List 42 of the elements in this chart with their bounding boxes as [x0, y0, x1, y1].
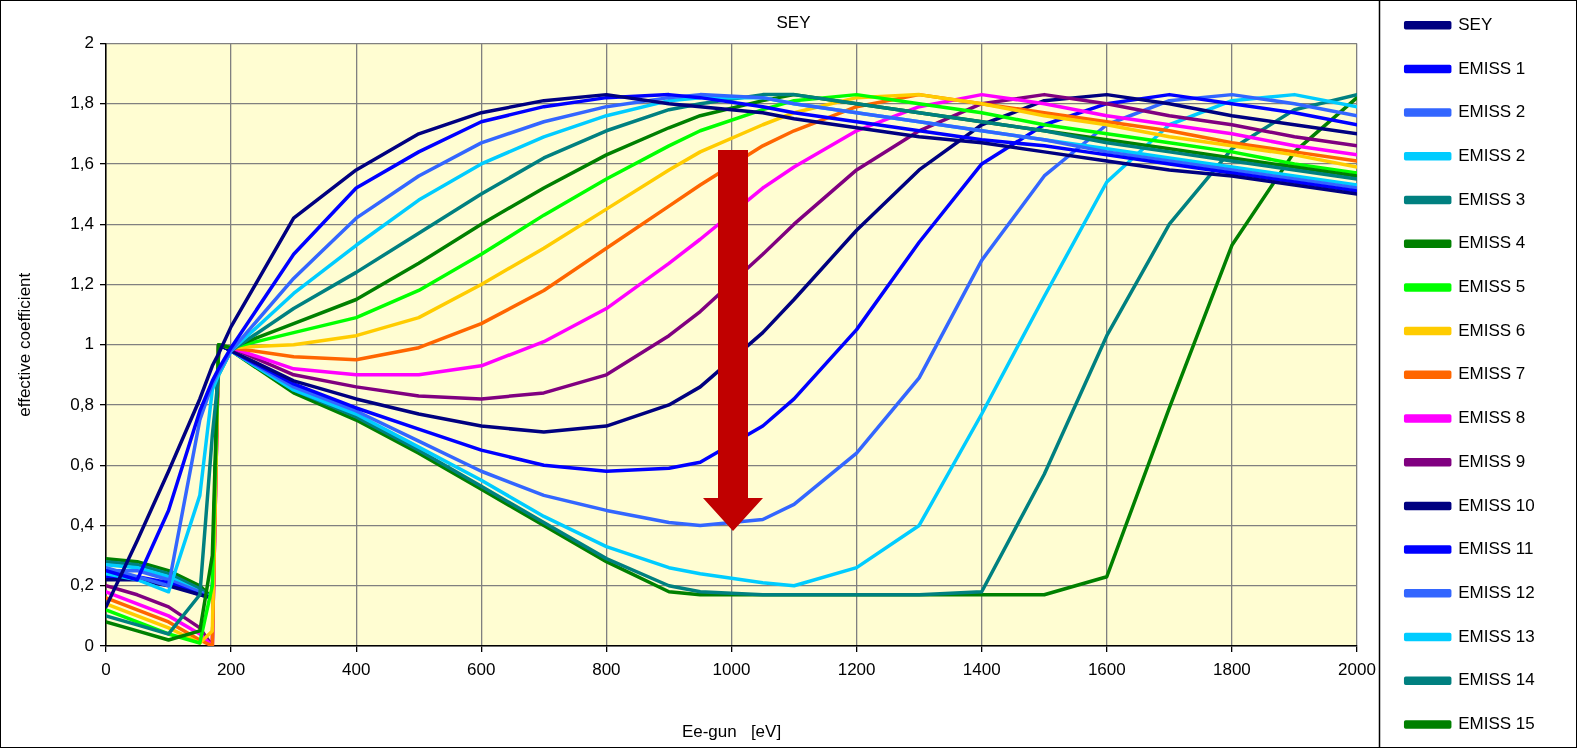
legend-label: EMISS 9 — [1458, 451, 1526, 471]
y-tick-label: 0,2 — [70, 575, 94, 595]
x-tick-label: 400 — [342, 659, 371, 679]
legend-label: EMISS 3 — [1458, 189, 1526, 209]
x-axis-title: Ee-gun [eV] — [681, 722, 782, 742]
y-tick-label: 2 — [84, 33, 94, 53]
x-tick-label: 1800 — [1212, 659, 1251, 679]
x-tick-label: 800 — [592, 659, 621, 679]
x-tick-label: 600 — [467, 659, 496, 679]
legend-label: EMISS 11 — [1458, 539, 1534, 559]
x-tick-label: 0 — [101, 659, 111, 679]
legend-label: SEY — [1458, 14, 1493, 34]
y-tick-label: 1 — [84, 334, 94, 354]
x-tick-label: 1200 — [837, 659, 876, 679]
x-tick-label: 1000 — [712, 659, 751, 679]
y-tick-label: 0,4 — [70, 515, 94, 535]
y-tick-label: 0 — [84, 635, 94, 655]
legend-label: EMISS 5 — [1458, 277, 1526, 297]
x-tick-label: 200 — [216, 659, 246, 679]
y-axis-title: effective coefficient — [14, 272, 34, 417]
y-tick-label: 1,4 — [70, 213, 94, 233]
legend-label: EMISS 2 — [1458, 102, 1526, 122]
legend-label: EMISS 8 — [1458, 408, 1526, 428]
y-tick-label: 1,6 — [70, 153, 94, 173]
y-tick-label: 1,8 — [70, 93, 94, 113]
x-tick-label: 2000 — [1338, 659, 1376, 679]
legend-label: EMISS 15 — [1458, 714, 1535, 734]
x-tick-label: 1600 — [1087, 659, 1126, 679]
chart-title: SEY — [776, 12, 811, 32]
y-tick-label: 0,6 — [70, 454, 94, 474]
legend-label: EMISS 13 — [1458, 626, 1535, 646]
legend-label: EMISS 4 — [1458, 233, 1526, 253]
legend-label: EMISS 7 — [1458, 364, 1526, 384]
legend-label: EMISS 10 — [1458, 495, 1535, 515]
legend-label: EMISS 12 — [1458, 582, 1535, 602]
legend-label: EMISS 2 — [1458, 145, 1526, 165]
y-tick-label: 1,2 — [70, 274, 94, 294]
legend-label: EMISS 1 — [1458, 58, 1526, 78]
x-tick-label: 1400 — [962, 659, 1001, 679]
legend-label: EMISS 6 — [1458, 320, 1526, 340]
legend-label: EMISS 14 — [1458, 670, 1535, 690]
y-tick-label: 0,8 — [70, 394, 94, 414]
